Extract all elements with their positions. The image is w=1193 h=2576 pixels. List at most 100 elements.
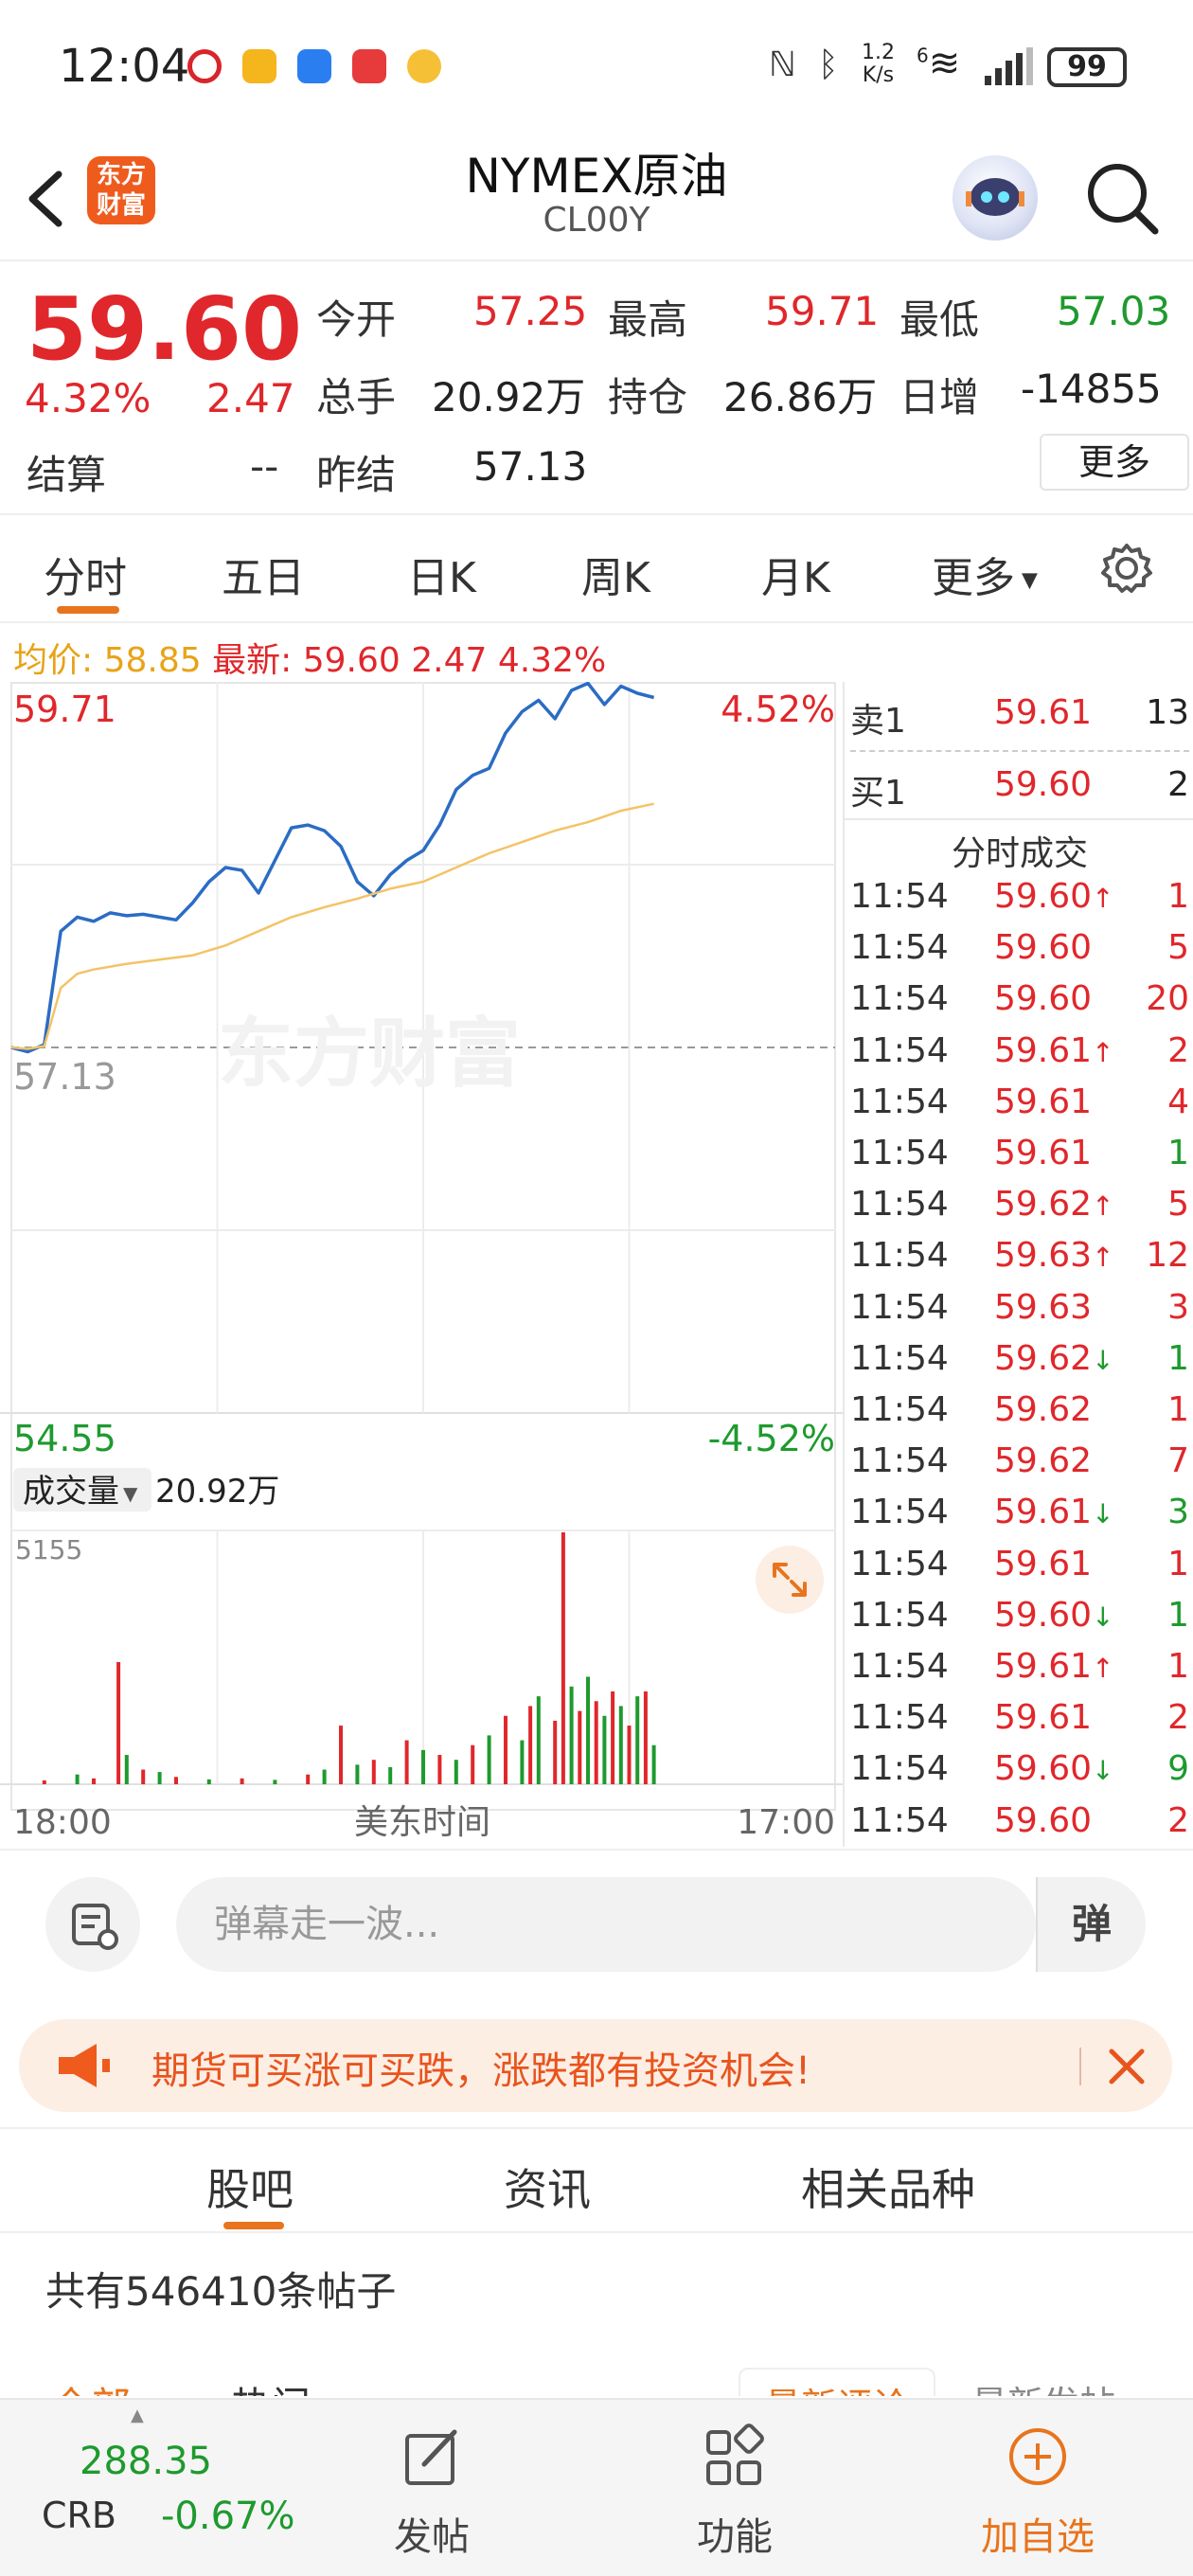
tick-time: 11:54 <box>850 1647 949 1686</box>
tab-guba[interactable]: 股吧 <box>206 2164 294 2215</box>
tick-time: 11:54 <box>850 1338 949 1378</box>
page-title: NYMEX原油 <box>465 149 728 204</box>
volume-bar <box>651 1744 656 1784</box>
tick-time: 11:54 <box>850 1030 949 1070</box>
expand-chart-button[interactable] <box>756 1546 824 1614</box>
nav-post-label[interactable]: 发帖 <box>394 2515 470 2559</box>
edit-post-icon[interactable] <box>398 2423 466 2491</box>
volume-bar <box>578 1710 582 1784</box>
volume-bar <box>487 1735 491 1784</box>
settle-label: 结算 <box>27 452 107 498</box>
function-grid-icon[interactable] <box>701 2423 769 2491</box>
volume-selector[interactable] <box>13 1468 151 1512</box>
sort-latest-post[interactable]: 最新发帖 <box>953 2368 1134 2396</box>
tick-volume: 5 <box>1167 1185 1189 1225</box>
danmu-input[interactable]: 弹幕走一波... <box>176 1877 1036 1972</box>
bid-label: 买1 <box>850 774 906 813</box>
order-book-panel: 卖1 59.61 13 买1 59.60 2 分时成交 11:54 59.60↑ 1… <box>843 682 1193 1847</box>
weibo-notification-icon <box>407 49 441 83</box>
price-info-line: 均价: 58.85 最新: 59.60 2.47 4.32% <box>13 633 606 682</box>
tab-news[interactable]: 资讯 <box>504 2164 591 2215</box>
add-watchlist-icon[interactable] <box>1004 2423 1072 2491</box>
megaphone-icon <box>53 2040 114 2095</box>
voice-notification-icon <box>297 49 331 83</box>
post-count: 共有546410条帖子 <box>45 2268 397 2315</box>
volume-bar <box>75 1774 80 1784</box>
tick-price: 59.60↓ <box>994 1595 1114 1635</box>
tick-price: 59.62↓ <box>994 1338 1114 1378</box>
pct-max-label: 4.52% <box>721 689 835 730</box>
tick-volume: 1 <box>1167 1544 1189 1583</box>
sort-latest-comment[interactable]: 最新评论 <box>739 2368 936 2396</box>
tab-monthly-k[interactable]: 月K <box>761 554 830 602</box>
ask-row: 卖1 59.61 13 <box>845 693 1193 744</box>
tick-price: 59.62↑ <box>994 1185 1114 1225</box>
tick-time: 11:54 <box>850 1236 949 1276</box>
net-speed: 1.2 K/s <box>862 41 895 87</box>
tick-price: 59.61 <box>994 1134 1093 1172</box>
chart-grid <box>0 682 843 1811</box>
change-percent: 4.32% <box>25 375 151 421</box>
settings-gear-icon[interactable] <box>1098 540 1155 600</box>
tab-daily-k[interactable]: 日K <box>407 554 476 602</box>
tab-more[interactable]: 更多 ▼ <box>932 554 1038 602</box>
tick-row: 11:54 59.60 20 <box>845 979 1193 1030</box>
tick-row: 11:54 59.61↓ 3 <box>845 1493 1193 1544</box>
volume-bar <box>520 1740 525 1784</box>
pct-min-label: -4.52% <box>708 1418 835 1459</box>
tab-intraday[interactable]: 分时 <box>44 554 127 602</box>
post-filter-row: 全部 热门 最新评论 最新发帖 <box>0 2358 1193 2396</box>
volume-bar <box>92 1778 96 1784</box>
intraday-chart[interactable]: 东方财富 59.71 57.13 54.55 4.52% -4.52% 成交量 … <box>0 682 843 1847</box>
assistant-robot-icon[interactable] <box>953 155 1038 241</box>
more-quote-button[interactable]: 更多 <box>1040 434 1189 491</box>
daily-increase-label: 日增 <box>899 374 980 420</box>
volume-bar <box>371 1760 376 1784</box>
status-time: 12:04 <box>59 40 190 93</box>
danmu-settings-icon[interactable] <box>45 1877 140 1972</box>
nav-function-label[interactable]: 功能 <box>697 2515 773 2559</box>
nav-add-watchlist-label[interactable]: 加自选 <box>981 2515 1095 2559</box>
crb-label[interactable]: CRB <box>42 2495 117 2536</box>
dropdown-arrow-icon: ▼ <box>1015 568 1038 593</box>
open-interest-label: 持仓 <box>608 374 688 420</box>
tick-volume: 12 <box>1146 1236 1189 1276</box>
tick-row: 11:54 59.61 2 <box>845 1698 1193 1749</box>
app-notification-icon <box>187 49 222 83</box>
volume-bar <box>306 1774 311 1784</box>
tick-volume: 20 <box>1146 979 1189 1019</box>
volume-bar <box>388 1766 393 1784</box>
daily-increase-value: -14855 <box>1021 366 1162 412</box>
x-end-label: 17:00 <box>737 1803 835 1842</box>
volume-max-label: 5155 <box>15 1534 82 1565</box>
danmu-toggle-button[interactable]: 弹 <box>1036 1877 1146 1972</box>
tick-row: 11:54 59.60↓ 1 <box>845 1596 1193 1647</box>
back-arrow-icon[interactable] <box>19 161 76 237</box>
filter-hot[interactable]: 热门 <box>231 2375 311 2396</box>
tick-direction-icon: ↑ <box>1092 1242 1114 1274</box>
tick-price: 59.62 <box>994 1441 1093 1481</box>
tick-price: 59.60 <box>994 1800 1093 1840</box>
tick-price: 59.61↑ <box>994 1030 1114 1070</box>
tab-weekly-k[interactable]: 周K <box>581 554 650 602</box>
close-icon[interactable] <box>1098 2038 1155 2095</box>
volume-bar <box>157 1772 162 1784</box>
ask-label: 卖1 <box>850 702 906 741</box>
tick-volume: 2 <box>1167 1698 1189 1738</box>
tick-row: 11:54 59.61↑ 1 <box>845 1647 1193 1698</box>
volume-bar <box>404 1740 409 1784</box>
tab-five-day[interactable]: 五日 <box>222 554 305 602</box>
promo-banner[interactable]: 期货可买涨可买跌，涨跌都有投资机会! <box>19 2019 1172 2112</box>
tab-related[interactable]: 相关品种 <box>801 2164 975 2215</box>
volume-bar <box>206 1779 211 1784</box>
ticks-divider <box>845 818 1193 820</box>
search-icon[interactable] <box>1079 155 1165 241</box>
tick-direction-icon: ↑ <box>1092 883 1114 914</box>
tick-row: 11:54 59.62↑ 5 <box>845 1185 1193 1236</box>
x-mid-label: 美东时间 <box>354 1803 490 1842</box>
filter-all[interactable]: 全部 <box>51 2375 131 2396</box>
wifi-icon: 6≋ <box>917 42 961 85</box>
bid-price: 59.60 <box>994 765 1093 804</box>
y-min-label: 54.55 <box>13 1418 116 1459</box>
tick-price: 59.61 <box>994 1544 1093 1583</box>
